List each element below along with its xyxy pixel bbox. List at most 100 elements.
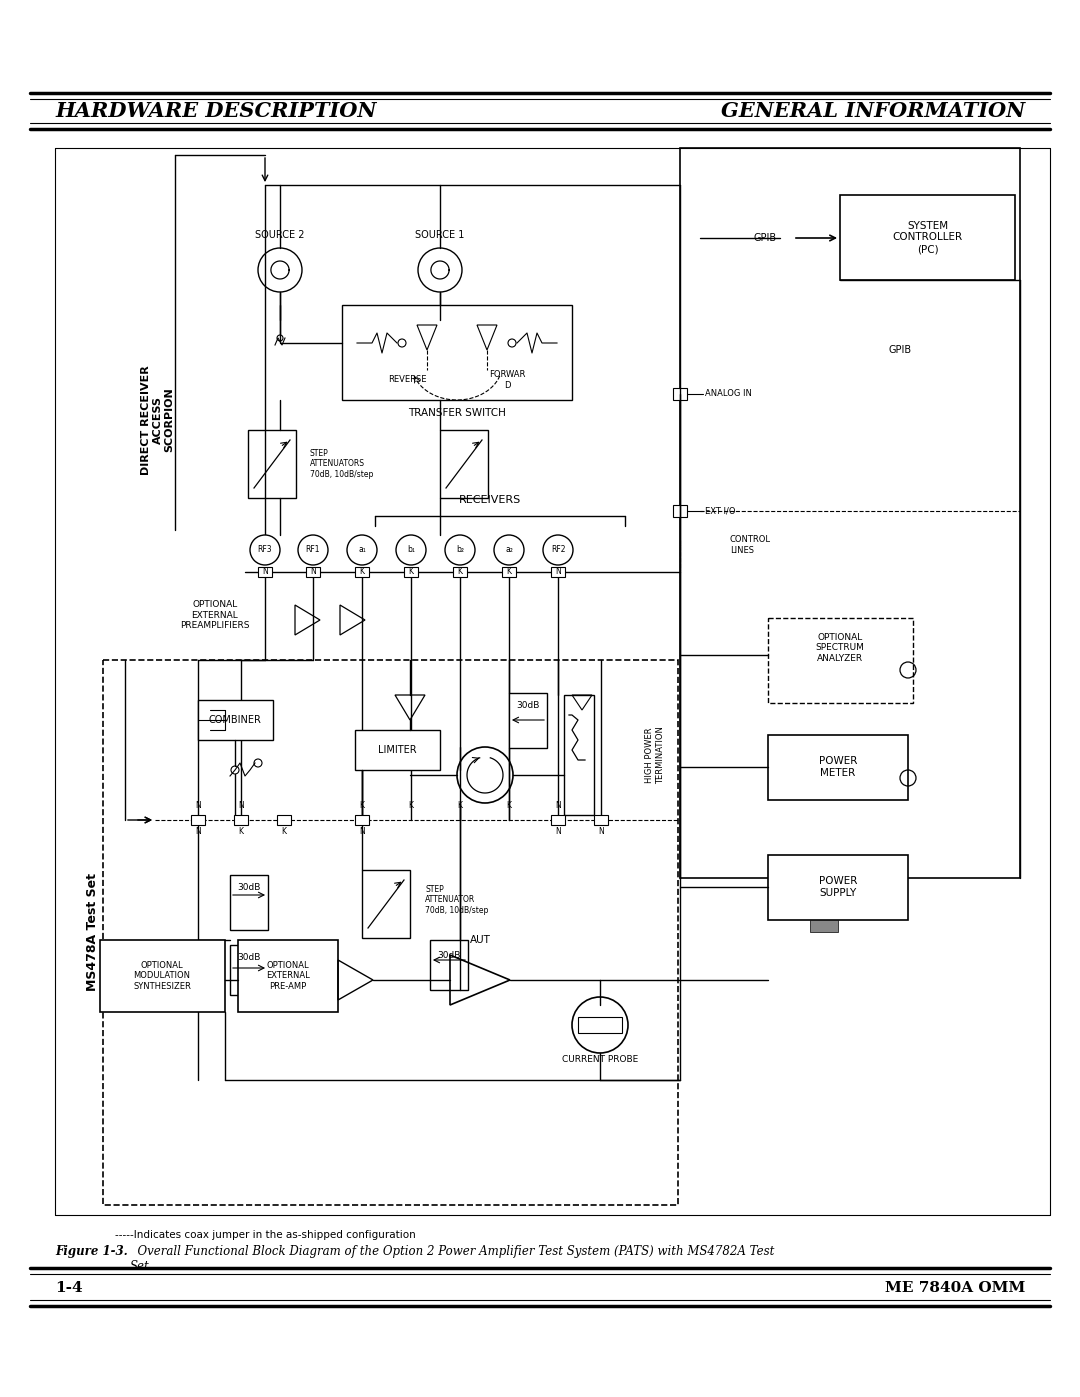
Bar — [768, 617, 913, 703]
Text: 30dB: 30dB — [437, 950, 461, 960]
Text: OPTIONAL
EXTERNAL
PRE-AMP: OPTIONAL EXTERNAL PRE-AMP — [266, 961, 310, 990]
Text: b₂: b₂ — [456, 545, 464, 555]
Text: N: N — [310, 567, 315, 577]
Text: OPTIONAL
SPECTRUM
ANALYZER: OPTIONAL SPECTRUM ANALYZER — [815, 633, 864, 664]
Bar — [230, 875, 268, 930]
Text: K: K — [360, 802, 365, 810]
Text: N: N — [555, 827, 561, 837]
Bar — [551, 814, 565, 826]
Bar — [673, 388, 687, 400]
Text: K: K — [507, 567, 512, 577]
Text: Overall Functional Block Diagram of the Option 2 Power Amplifier Test System (PA: Overall Functional Block Diagram of the … — [130, 1245, 774, 1273]
Text: N: N — [195, 802, 201, 810]
Text: b₁: b₁ — [407, 545, 415, 555]
Bar — [768, 855, 908, 921]
Text: COMBINER: COMBINER — [208, 715, 261, 725]
Text: ME 7840A OMM: ME 7840A OMM — [885, 1281, 1025, 1295]
Text: N: N — [555, 802, 561, 810]
Text: RF2: RF2 — [551, 545, 565, 555]
Circle shape — [249, 535, 280, 564]
Bar — [430, 940, 468, 990]
Text: AUT: AUT — [470, 935, 490, 944]
Text: STEP
ATTENUATORS
70dB, 10dB/step: STEP ATTENUATORS 70dB, 10dB/step — [310, 448, 374, 479]
Text: POWER
METER: POWER METER — [819, 756, 858, 778]
Text: RF3: RF3 — [258, 545, 272, 555]
Text: N: N — [360, 827, 365, 837]
Bar — [564, 694, 594, 814]
Text: N: N — [195, 827, 201, 837]
Bar — [453, 567, 467, 577]
Bar — [355, 731, 440, 770]
Bar — [355, 567, 369, 577]
Text: Figure 1-3.: Figure 1-3. — [55, 1245, 127, 1259]
Circle shape — [298, 535, 328, 564]
Text: 1-4: 1-4 — [55, 1281, 83, 1295]
Text: K: K — [458, 802, 462, 810]
Text: K: K — [282, 827, 286, 837]
Text: a₁: a₁ — [359, 545, 366, 555]
Bar — [234, 814, 248, 826]
Circle shape — [445, 535, 475, 564]
Text: RECEIVERS: RECEIVERS — [459, 495, 522, 504]
Text: REVERSE: REVERSE — [388, 376, 427, 384]
Bar — [551, 567, 565, 577]
Text: K: K — [239, 827, 243, 837]
Bar — [342, 305, 572, 400]
Text: HIGH POWER
TERMINATION: HIGH POWER TERMINATION — [646, 726, 664, 784]
Text: STEP
ATTENUATOR
70dB, 10dB/step: STEP ATTENUATOR 70dB, 10dB/step — [426, 886, 488, 915]
Bar — [502, 567, 516, 577]
Bar — [258, 567, 272, 577]
Bar — [191, 814, 205, 826]
Bar — [440, 430, 488, 497]
Bar — [810, 921, 838, 932]
Text: TRANSFER SWITCH: TRANSFER SWITCH — [408, 408, 505, 418]
Bar — [680, 148, 1020, 877]
Bar — [673, 504, 687, 517]
Text: N: N — [555, 567, 561, 577]
Bar — [355, 814, 369, 826]
Bar — [248, 430, 296, 497]
Circle shape — [494, 535, 524, 564]
Bar — [230, 944, 268, 995]
Text: FORWAR
D: FORWAR D — [489, 370, 525, 390]
Bar — [100, 940, 225, 1011]
Bar — [198, 700, 273, 740]
Bar — [578, 1017, 622, 1032]
Text: SOURCE 2: SOURCE 2 — [255, 231, 305, 240]
Text: GPIB: GPIB — [889, 345, 912, 355]
Text: EXT I/O: EXT I/O — [705, 507, 735, 515]
Text: K: K — [507, 802, 512, 810]
Text: POWER
SUPPLY: POWER SUPPLY — [819, 876, 858, 898]
Text: K: K — [360, 567, 365, 577]
Text: N: N — [238, 802, 244, 810]
Text: K: K — [408, 802, 414, 810]
Bar — [509, 693, 546, 747]
Bar — [404, 567, 418, 577]
Text: CONTROL
LINES: CONTROL LINES — [730, 535, 771, 555]
Text: SYSTEM
CONTROLLER
(PC): SYSTEM CONTROLLER (PC) — [892, 221, 962, 254]
Bar — [840, 196, 1015, 279]
Text: K: K — [408, 567, 414, 577]
Text: K: K — [458, 567, 462, 577]
Text: GENERAL INFORMATION: GENERAL INFORMATION — [720, 101, 1025, 122]
Circle shape — [347, 535, 377, 564]
Text: 30dB: 30dB — [238, 954, 260, 963]
Bar — [276, 814, 291, 826]
Bar — [238, 940, 338, 1011]
Text: HARDWARE DESCRIPTION: HARDWARE DESCRIPTION — [55, 101, 377, 122]
Text: -----Indicates coax jumper in the as-shipped configuration: -----Indicates coax jumper in the as-shi… — [114, 1229, 416, 1241]
Text: RF1: RF1 — [306, 545, 321, 555]
Circle shape — [396, 535, 426, 564]
Text: OPTIONAL
EXTERNAL
PREAMPLIFIERS: OPTIONAL EXTERNAL PREAMPLIFIERS — [180, 601, 249, 630]
Text: 30dB: 30dB — [516, 700, 540, 710]
Text: LIMITER: LIMITER — [378, 745, 416, 754]
Text: MS478A Test Set: MS478A Test Set — [86, 873, 99, 990]
Text: 30dB: 30dB — [238, 883, 260, 893]
Text: OPTIONAL
MODULATION
SYNTHESIZER: OPTIONAL MODULATION SYNTHESIZER — [133, 961, 191, 990]
Bar — [103, 659, 678, 1206]
Circle shape — [543, 535, 573, 564]
Text: N: N — [262, 567, 268, 577]
Text: SOURCE 1: SOURCE 1 — [416, 231, 464, 240]
Text: CURRENT PROBE: CURRENT PROBE — [562, 1056, 638, 1065]
Bar — [768, 735, 908, 800]
